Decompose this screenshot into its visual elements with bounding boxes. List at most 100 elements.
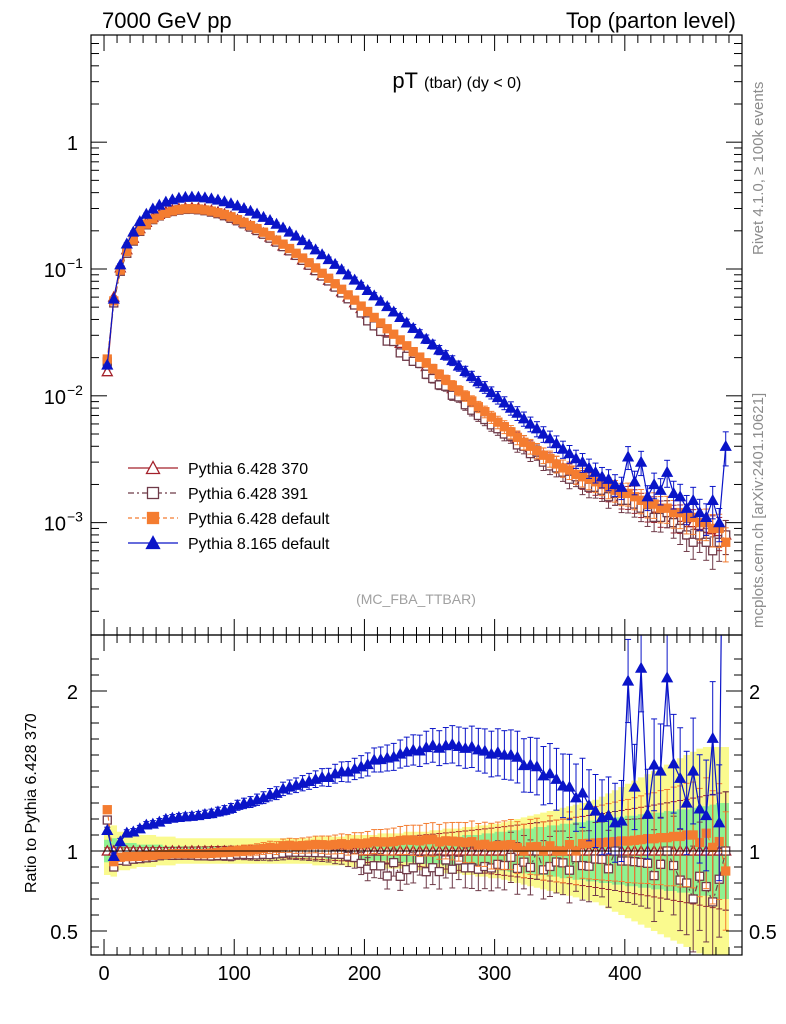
main-data-point xyxy=(382,324,392,334)
main-data-point xyxy=(628,475,641,487)
main-panel: 10 −310 −210 −11 pT (tbar) (dy < 0) (MC_FBA… xyxy=(44,34,743,636)
y-tick-label: 10 xyxy=(44,514,66,536)
ratio-data-point xyxy=(511,750,524,762)
header-energy: 7000 GeV pp xyxy=(102,8,232,33)
main-data-point xyxy=(218,195,231,207)
main-data-point xyxy=(369,312,379,323)
main-data-point xyxy=(550,437,563,449)
y-tick-label-exponent: −1 xyxy=(67,255,83,271)
legend-label: Pythia 8.165 default xyxy=(188,536,330,553)
main-data-point xyxy=(428,363,438,374)
ratio-data-point xyxy=(582,798,596,810)
ratio-data-point xyxy=(395,871,405,881)
main-data-point xyxy=(284,243,295,254)
main-data-point xyxy=(486,412,497,422)
main-data-point xyxy=(634,455,648,467)
y-tick-label-exponent: −3 xyxy=(67,509,83,525)
main-data-point xyxy=(407,321,420,333)
ratio-data-point xyxy=(102,805,112,815)
ratio-data-point xyxy=(648,758,661,770)
main-series-layer xyxy=(101,190,732,570)
legend-label: Pythia 6.428 default xyxy=(188,511,330,528)
main-data-point xyxy=(376,318,386,328)
main-data-point xyxy=(530,422,544,434)
main-data-point xyxy=(140,207,153,219)
ratio-data-point xyxy=(674,771,687,783)
ratio-y-tick-label: 1 xyxy=(67,842,78,864)
legend-entry: Pythia 6.428 391 xyxy=(128,486,308,503)
ratio-data-point xyxy=(382,871,392,881)
main-data-point xyxy=(402,341,412,351)
main-axis-ticks: 10 −310 −210 −11 xyxy=(44,34,742,635)
main-data-point xyxy=(400,316,413,328)
main-data-point xyxy=(296,234,309,246)
ratio-y-tick-label: 0.5 xyxy=(50,922,78,944)
main-data-point xyxy=(721,537,731,547)
legend-marker xyxy=(146,486,160,500)
ratio-data-point xyxy=(389,857,399,868)
ratio-series-layer xyxy=(101,635,732,955)
main-data-point xyxy=(661,465,674,477)
legend: Pythia 6.428 370 Pythia 6.428 391 Pythia 6… xyxy=(128,460,330,553)
ratio-series-s8 xyxy=(101,635,726,882)
ratio-y-tick-label-right: 0.5 xyxy=(749,922,777,944)
plot-title: pT xyxy=(392,68,418,93)
main-data-point xyxy=(101,365,114,377)
main-data-point xyxy=(408,346,418,357)
main-data-point xyxy=(389,329,399,339)
ratio-data-point xyxy=(491,745,504,757)
main-data-point xyxy=(504,401,517,413)
main-data-point xyxy=(667,487,680,499)
main-data-point xyxy=(420,332,433,344)
main-data-point xyxy=(289,229,303,241)
main-data-point xyxy=(563,447,576,459)
main-data-point xyxy=(323,273,334,283)
legend-marker xyxy=(145,535,161,550)
main-data-point xyxy=(480,407,490,417)
main-data-point xyxy=(713,516,726,528)
main-data-point xyxy=(485,386,498,398)
main-data-point xyxy=(237,201,251,213)
main-data-point xyxy=(343,290,353,300)
main-data-point xyxy=(361,284,374,296)
y-tick-label-exponent: −2 xyxy=(67,382,83,398)
main-data-point xyxy=(506,427,516,437)
main-data-point xyxy=(374,294,387,306)
main-data-point xyxy=(224,197,238,209)
ratio-data-point xyxy=(504,748,517,760)
main-data-point xyxy=(297,253,308,263)
main-data-point xyxy=(434,369,444,379)
main-data-point xyxy=(355,278,368,290)
main-data-point xyxy=(467,396,477,406)
ratio-data-point xyxy=(550,772,563,784)
main-data-point xyxy=(602,472,615,484)
main-data-point xyxy=(356,301,366,311)
main-data-point xyxy=(473,402,483,412)
main-data-point xyxy=(107,292,120,304)
main-data-point xyxy=(447,380,457,390)
y-tick-label: 1 xyxy=(67,133,78,155)
ratio-data-point xyxy=(615,814,628,826)
main-data-point xyxy=(615,480,628,492)
ratio-data-point xyxy=(472,743,485,755)
ratio-data-point xyxy=(102,815,112,825)
main-data-point xyxy=(674,490,687,502)
ratio-data-point xyxy=(688,830,698,840)
ratio-data-point xyxy=(478,744,491,756)
main-data-point xyxy=(211,193,225,205)
main-data-point xyxy=(680,501,693,513)
main-data-point xyxy=(545,453,555,464)
main-data-point xyxy=(517,412,531,424)
ratio-data-point xyxy=(564,839,575,850)
ratio-data-point xyxy=(114,835,127,847)
main-data-point xyxy=(439,348,452,360)
ratio-data-point xyxy=(446,737,459,749)
ratio-data-point xyxy=(426,739,439,751)
main-data-point xyxy=(498,396,511,408)
rivet-version-label: Rivet 4.1.0, ≥ 100k events xyxy=(750,82,767,255)
main-data-point xyxy=(648,478,661,490)
main-data-point xyxy=(621,450,635,462)
ratio-data-point xyxy=(107,849,120,861)
main-data-point xyxy=(120,237,133,249)
main-data-point xyxy=(569,452,583,464)
